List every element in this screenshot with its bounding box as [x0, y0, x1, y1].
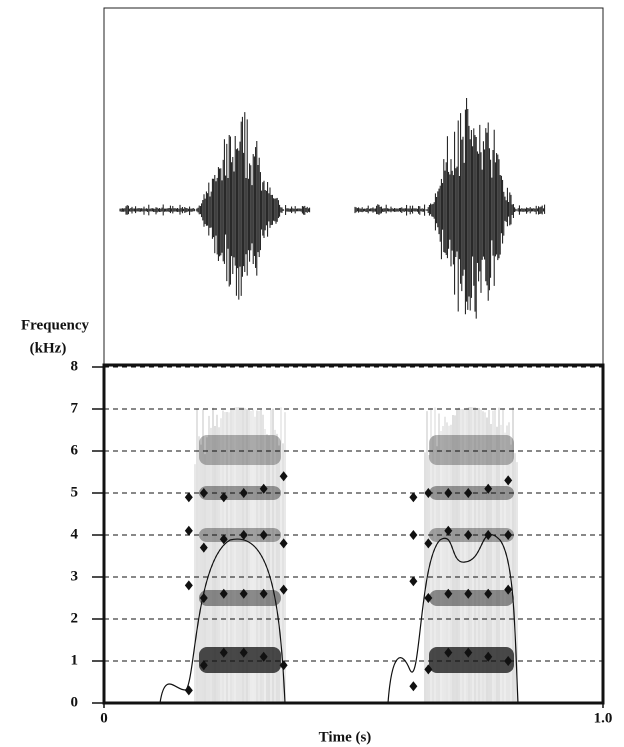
y-tick-label: 0 — [71, 694, 79, 710]
y-tick-label: 1 — [71, 652, 79, 668]
point — [185, 580, 193, 590]
x-axis-label: Time (s) — [319, 729, 372, 745]
y-tick-label: 3 — [71, 568, 79, 584]
point — [409, 576, 417, 586]
chart: Frequency (kHz) Time (s) 0 1 2 3 4 5 6 7 8 0 1.0 — [0, 0, 624, 747]
point — [185, 685, 193, 695]
y-axis-unit: (kHz) — [30, 340, 67, 356]
y-tick-label: 8 — [71, 358, 79, 374]
spectro-band — [429, 435, 514, 465]
point — [185, 492, 193, 502]
spectrogram-frame — [104, 365, 603, 703]
point — [185, 526, 193, 536]
point — [409, 492, 417, 502]
spectro-band — [429, 647, 514, 673]
y-tick-label: 2 — [71, 610, 79, 626]
y-tick-label: 6 — [71, 442, 79, 458]
y-tick-label: 4 — [71, 526, 79, 542]
spectro-band — [199, 590, 281, 606]
waveform-frame — [104, 8, 603, 364]
point — [409, 681, 417, 691]
x-tick-label: 0 — [100, 710, 108, 726]
spectro-band — [199, 435, 281, 465]
y-tick-label: 7 — [71, 400, 79, 416]
point — [409, 530, 417, 540]
x-tick-label: 1.0 — [594, 710, 613, 726]
y-axis-label: Frequency — [21, 317, 90, 333]
spectro-band — [199, 647, 281, 673]
decoration — [120, 98, 545, 703]
y-tick-label: 5 — [71, 484, 79, 500]
spectro-band — [429, 590, 514, 606]
